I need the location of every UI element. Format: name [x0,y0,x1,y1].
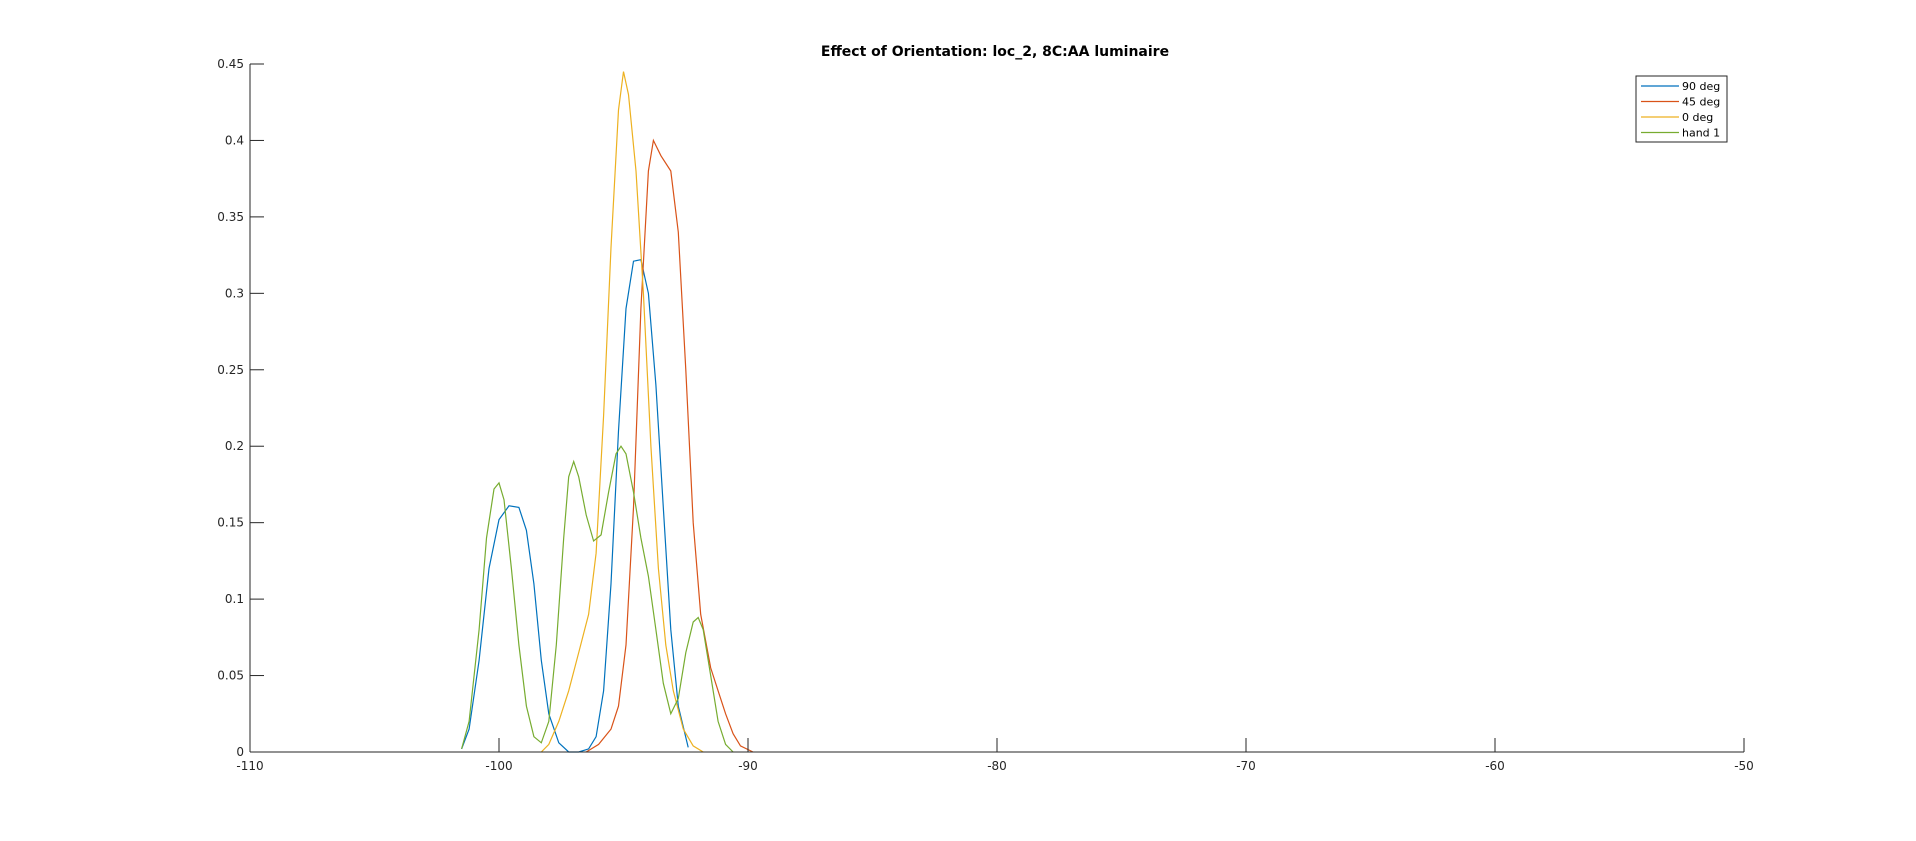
legend-label: 0 deg [1682,111,1713,124]
y-tick-label: 0.2 [225,439,244,453]
x-tick-label: -50 [1734,759,1754,773]
series-line-2 [540,71,704,753]
y-tick-label: 0.25 [217,363,244,377]
y-tick-label: 0.3 [225,286,244,300]
x-tick-label: -70 [1236,759,1256,773]
series-line-3 [461,445,734,753]
x-tick-label: -80 [987,759,1007,773]
axes: -110 -100 -90 -80 -70 -60 -50 0 0.05 0.1 0.15 0.2 0.… [217,57,1754,773]
y-tick-label: 0.35 [217,210,244,224]
y-tick-label: 0.15 [217,516,244,530]
legend-box [1635,75,1728,143]
legend-label: 45 deg [1682,96,1720,109]
legend-label: 90 deg [1682,80,1720,93]
plot-lines [461,71,754,753]
x-tick-label: -90 [738,759,758,773]
x-tick-label: -100 [485,759,512,773]
series-line-0 [461,258,689,753]
legend: 90 deg 45 deg 0 deg hand 1 [1635,75,1728,143]
y-tick-label: 0.4 [225,133,244,147]
legend-label: hand 1 [1682,127,1720,140]
y-tick-label: 0 [236,745,244,759]
y-tick-label: 0.45 [217,57,244,71]
y-tick-label: 0.1 [225,592,244,606]
x-tick-label: -60 [1485,759,1505,773]
x-tick-label: -110 [236,759,263,773]
series-line-1 [585,138,754,753]
y-tick-label: 0.05 [217,669,244,683]
chart-title: Effect of Orientation: loc_2, 8C:AA lumi… [821,44,1169,60]
